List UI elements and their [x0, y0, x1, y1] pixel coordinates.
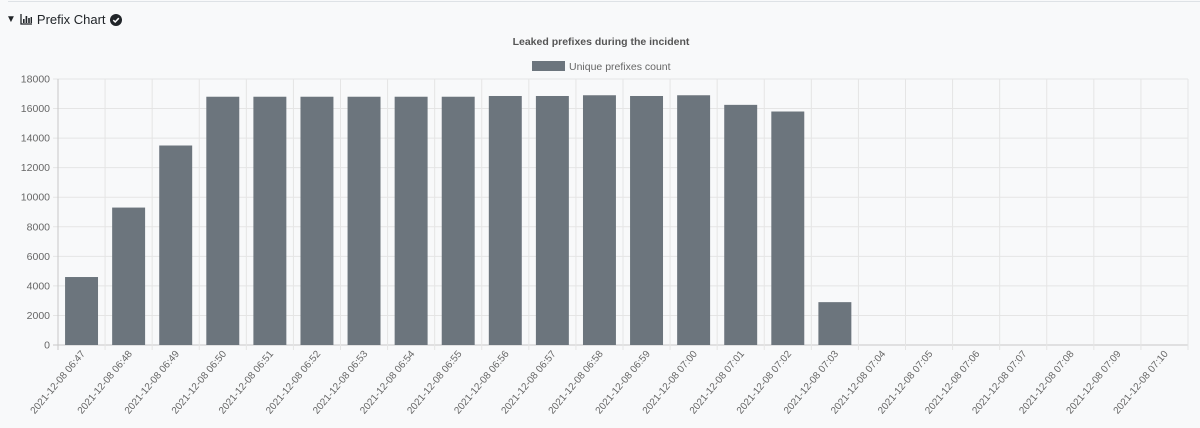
section-title: Prefix Chart	[36, 12, 106, 27]
bar[interactable]	[818, 302, 852, 345]
chart-legend[interactable]: Unique prefixes count	[532, 61, 671, 73]
bar[interactable]	[630, 95, 664, 345]
chart-title: Leaked prefixes during the incident	[513, 36, 690, 48]
y-tick-label: 8000	[27, 221, 51, 233]
bar[interactable]	[535, 95, 569, 345]
caret-down-icon: ▼	[6, 13, 16, 25]
top-divider	[8, 1, 1200, 2]
bar[interactable]	[677, 95, 711, 345]
chart-bars	[65, 95, 852, 346]
bar[interactable]	[394, 96, 428, 345]
bar[interactable]	[347, 96, 381, 345]
check-circle-icon	[109, 13, 122, 26]
y-axis-ticks: 0 2000 4000 6000 8000 10000 12000 14000 16000 180…	[21, 74, 50, 352]
bar[interactable]	[112, 207, 146, 345]
y-tick-label: 14000	[21, 133, 50, 145]
bar[interactable]	[771, 111, 805, 345]
y-tick-label: 16000	[21, 103, 50, 115]
bar[interactable]	[300, 96, 334, 345]
y-tick-label: 12000	[21, 162, 50, 174]
y-tick-label: 4000	[27, 280, 51, 292]
bar[interactable]	[488, 95, 522, 345]
prefix-chart-toggle[interactable]: ▼ Prefix Chart	[6, 12, 122, 27]
y-tick-label: 10000	[21, 192, 50, 204]
bar[interactable]	[65, 277, 99, 345]
y-tick-label: 2000	[27, 310, 51, 322]
bar-chart-icon	[20, 14, 33, 25]
y-tick-label: 6000	[27, 251, 51, 263]
y-tick-label: 18000	[21, 74, 50, 86]
bar[interactable]	[159, 145, 193, 346]
bar[interactable]	[206, 96, 240, 345]
legend-swatch	[532, 61, 565, 71]
bar[interactable]	[441, 96, 475, 345]
bar[interactable]	[724, 104, 758, 345]
bar[interactable]	[253, 96, 287, 345]
bar[interactable]	[582, 95, 616, 345]
chart-grid	[53, 78, 1189, 350]
y-tick-label: 0	[44, 340, 50, 352]
legend-label: Unique prefixes count	[569, 61, 671, 73]
